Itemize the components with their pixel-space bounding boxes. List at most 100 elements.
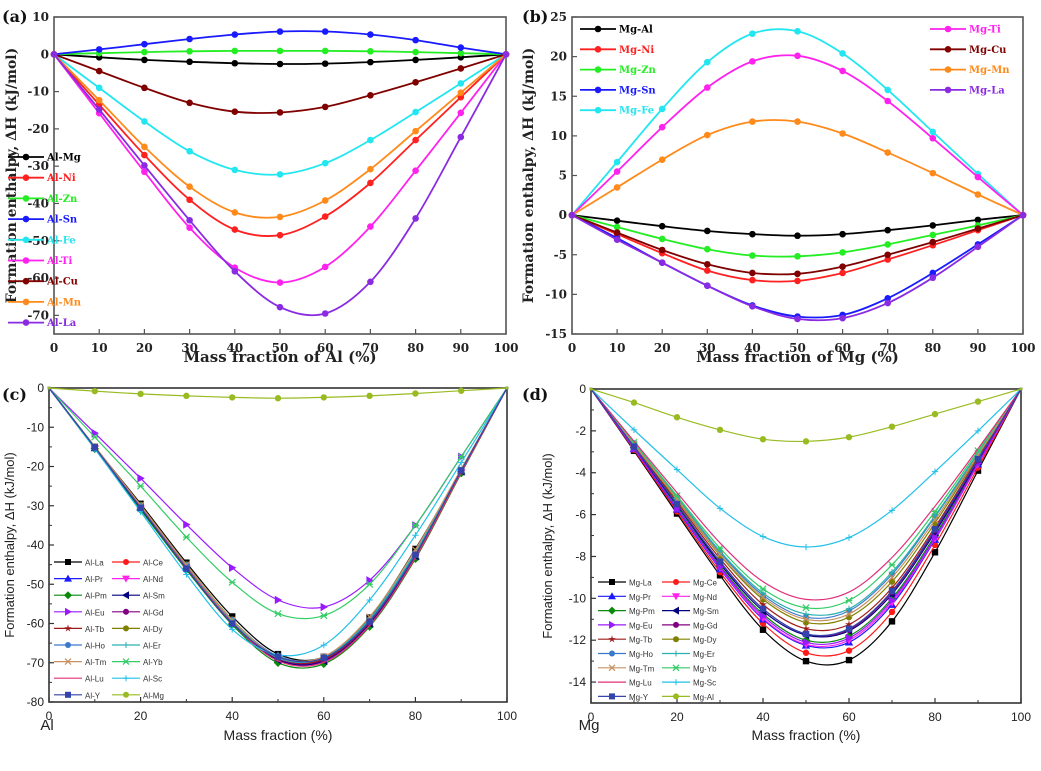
- data-point: [231, 268, 239, 275]
- data-point: [845, 620, 853, 628]
- data-point: [182, 533, 191, 541]
- data-point: [794, 270, 801, 278]
- panel-c: 0 20 40 60 80 100 0 -10 -20 -30 -40 -50 -60 -70 -80 Mas…: [2, 381, 517, 743]
- series-line: [590, 388, 1022, 632]
- data-point: [231, 166, 239, 174]
- series-line: [53, 53, 507, 237]
- x-tick-label: 10: [609, 341, 626, 355]
- legend-item: Mg-Ni: [580, 45, 654, 56]
- x-tick-label: 80: [928, 710, 942, 724]
- data-point: [367, 48, 374, 55]
- legend-marker: [123, 691, 129, 698]
- legend-label: Al-Ti: [46, 256, 72, 267]
- series-al-yb: [47, 386, 509, 620]
- legend-marker: [22, 215, 30, 223]
- x-tick-label: 100: [497, 709, 517, 723]
- data-point: [502, 50, 510, 58]
- legend-label: Al-Pm: [85, 592, 107, 601]
- series-line: [590, 388, 1022, 601]
- legend-item: Al-Sn: [8, 215, 78, 226]
- legend-marker: [22, 319, 30, 326]
- data-point: [716, 544, 724, 552]
- data-point: [929, 269, 937, 277]
- x-tick-label: 0: [588, 710, 595, 724]
- series-line: [590, 388, 1022, 443]
- data-point: [95, 84, 103, 92]
- data-point: [759, 626, 767, 633]
- legend-item: Mg-Sc: [662, 679, 716, 688]
- data-point: [794, 232, 801, 240]
- legend-item: Al-Gd: [112, 608, 163, 617]
- series-line: [48, 387, 508, 663]
- data-point: [613, 229, 621, 236]
- data-point: [658, 259, 666, 266]
- legend-label: Mg-La: [969, 85, 1005, 96]
- series-al-ho: [47, 386, 509, 662]
- legend-marker: [609, 650, 615, 657]
- data-point: [231, 31, 239, 38]
- data-point: [931, 533, 940, 542]
- data-point: [759, 611, 768, 621]
- data-point: [137, 390, 144, 398]
- legend-label: Al-Sn: [46, 215, 78, 226]
- series-mg-sn: [568, 211, 1027, 320]
- legend-marker: [673, 579, 679, 585]
- y-axis-ticks: 10 0 -10 -20 -30 -40 -50 -60 -70: [27, 10, 59, 322]
- y-axis-ticks: 0 -10 -20 -30 -40 -50 -60 -70 -80: [27, 381, 54, 709]
- data-point: [802, 604, 810, 612]
- data-point: [276, 171, 284, 178]
- legend-item: Mg-Yb: [662, 664, 717, 673]
- legend-marker: [22, 153, 30, 161]
- data-point: [412, 167, 419, 174]
- data-point: [411, 521, 420, 529]
- legend-label: Mg-Sn: [619, 85, 656, 96]
- data-point: [845, 647, 853, 654]
- legend-item: Al-Dy: [112, 625, 163, 634]
- data-point: [321, 103, 329, 111]
- y-tick-label: -15: [545, 327, 567, 341]
- legend-marker: [123, 608, 129, 615]
- y-tick-label: 5: [559, 169, 567, 183]
- x-tick-label: 70: [879, 341, 896, 355]
- x-origin-label: Mg: [579, 717, 600, 734]
- y-tick-label: -30: [27, 499, 45, 513]
- data-point: [839, 263, 846, 270]
- legend-item: Al-Ni: [8, 173, 76, 184]
- data-point: [321, 197, 329, 204]
- x-axis-ticks: 0 10 20 30 40 50 60 70 80 90 100: [50, 329, 519, 355]
- data-point: [749, 302, 756, 310]
- series-line: [48, 387, 508, 669]
- series-al-sc: [47, 386, 509, 659]
- x-tick-label: 90: [452, 341, 469, 355]
- x-axis-ticks: 0 20 40 60 80 100: [588, 698, 1031, 724]
- data-point: [673, 500, 681, 508]
- y-tick-label: -14: [569, 675, 587, 689]
- data-point: [183, 571, 190, 578]
- data-point: [320, 602, 328, 612]
- data-point: [141, 48, 148, 56]
- legend-marker: [608, 664, 616, 672]
- y-tick-label: -5: [554, 248, 567, 262]
- data-point: [888, 423, 896, 430]
- series-al-gd: [47, 386, 509, 665]
- y-tick-label: 10: [32, 10, 49, 24]
- data-point: [276, 60, 284, 68]
- x-tick-label: 20: [654, 341, 671, 355]
- y-tick-label: -60: [27, 617, 45, 631]
- x-tick-label: 20: [134, 709, 148, 723]
- legend-marker: [608, 606, 616, 615]
- data-point: [141, 40, 148, 48]
- data-point: [704, 84, 711, 91]
- data-point: [704, 267, 711, 274]
- data-point: [91, 387, 99, 395]
- data-point: [321, 28, 329, 35]
- series-line: [48, 387, 508, 662]
- data-point: [141, 56, 148, 64]
- legend-marker: [608, 635, 616, 643]
- series-mg-al: [589, 387, 1023, 445]
- data-point: [704, 58, 711, 66]
- data-point: [759, 589, 767, 597]
- data-point: [412, 390, 419, 397]
- data-point: [794, 52, 801, 60]
